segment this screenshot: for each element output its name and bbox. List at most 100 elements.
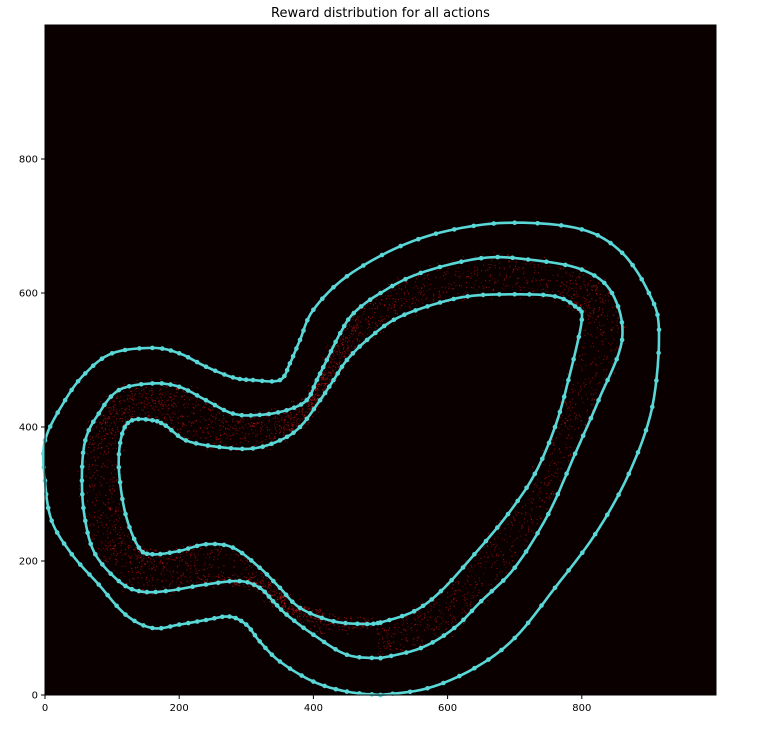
reward-point [162,586,164,589]
reward-point [542,262,544,264]
reward-point [99,517,101,520]
reward-point [112,437,114,439]
reward-point [255,429,257,431]
reward-point [503,561,505,563]
reward-point [325,379,327,381]
reward-point [477,269,479,271]
track-point [83,518,88,524]
reward-point [541,499,543,501]
reward-point [331,358,334,360]
reward-point [106,421,108,424]
reward-point [312,621,314,623]
reward-point [150,548,152,550]
reward-point [252,587,254,589]
reward-point [408,298,410,300]
reward-point [533,272,535,274]
reward-point [303,426,305,429]
reward-point [194,565,196,567]
reward-point [116,429,119,431]
reward-point [402,633,404,636]
reward-point [106,523,108,525]
reward-point [555,472,557,474]
reward-point [376,628,378,630]
reward-point [384,647,386,649]
reward-point [463,597,466,599]
reward-point [603,358,605,360]
track-point [297,337,303,343]
reward-point [588,304,590,306]
reward-point [312,396,315,398]
reward-point [121,554,124,556]
reward-point [109,489,111,491]
reward-point [268,593,270,595]
reward-point [560,416,562,418]
reward-point [316,389,318,391]
track-point [343,620,348,626]
reward-point [103,419,105,421]
reward-point [267,587,269,589]
track-point [572,451,578,457]
track-point [240,446,245,452]
reward-point [168,396,170,398]
reward-point [329,616,331,618]
track-point [437,300,443,305]
reward-point [181,560,183,562]
reward-point [358,333,360,335]
reward-point [96,496,98,498]
track-point [416,236,421,242]
reward-point [94,464,96,466]
reward-point [422,283,424,285]
reward-point [114,424,117,426]
reward-point [142,409,145,411]
reward-point [137,402,139,405]
reward-point [421,639,423,641]
reward-point [129,397,131,399]
reward-point [563,456,565,458]
track-point [588,416,594,421]
reward-point [120,386,122,388]
reward-point [288,606,291,608]
reward-point [112,501,114,503]
reward-point [275,579,278,581]
track-point [123,583,128,589]
reward-point [216,436,218,438]
reward-point [283,599,285,601]
reward-point [239,437,241,440]
reward-point [394,624,396,626]
reward-point [485,280,487,282]
reward-point [530,501,532,503]
reward-point [451,622,453,624]
track-point [592,531,598,537]
reward-point [124,400,126,402]
reward-point [613,314,615,316]
track-point [571,357,576,362]
reward-point [403,298,405,300]
reward-point [565,417,567,420]
reward-point [580,420,582,422]
reward-point [267,416,269,418]
reward-point [391,303,394,305]
reward-point [182,545,184,548]
reward-point [333,355,335,357]
reward-point [122,411,124,413]
reward-point [196,430,198,432]
reward-point [286,610,288,613]
reward-point [210,422,213,424]
reward-point [291,612,293,614]
reward-point [412,300,414,302]
reward-point [111,433,113,435]
reward-point [286,429,288,431]
reward-point [514,554,516,556]
reward-point [290,417,292,419]
reward-point [95,499,98,501]
reward-point [584,334,586,336]
reward-point [99,554,101,556]
reward-point [193,549,195,551]
reward-point [183,436,185,438]
reward-point [570,419,572,421]
reward-point [478,592,480,594]
reward-point [374,302,376,304]
reward-point [158,399,160,401]
reward-point [150,574,152,576]
reward-point [528,495,531,497]
